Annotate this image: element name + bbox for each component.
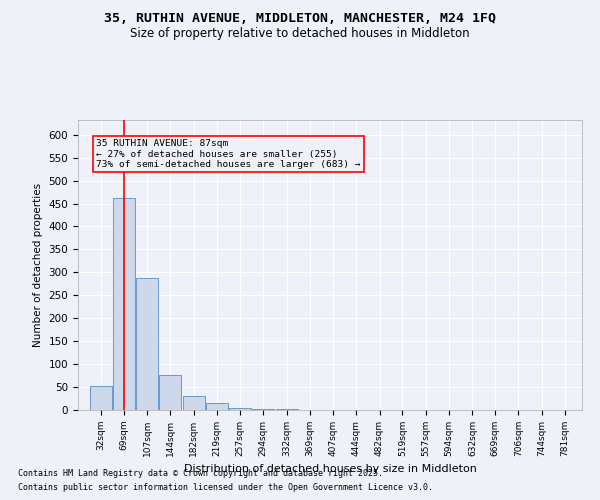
Text: Size of property relative to detached houses in Middleton: Size of property relative to detached ho…: [130, 28, 470, 40]
Text: 35, RUTHIN AVENUE, MIDDLETON, MANCHESTER, M24 1FQ: 35, RUTHIN AVENUE, MIDDLETON, MANCHESTER…: [104, 12, 496, 26]
Bar: [275, 409, 298, 410]
Text: 35 RUTHIN AVENUE: 87sqm
← 27% of detached houses are smaller (255)
73% of semi-d: 35 RUTHIN AVENUE: 87sqm ← 27% of detache…: [97, 140, 361, 169]
Bar: [206, 403, 228, 410]
Bar: [90, 386, 112, 410]
Bar: [182, 396, 205, 410]
Bar: [136, 278, 158, 410]
Bar: [159, 375, 181, 410]
Bar: [113, 198, 135, 410]
Text: Contains public sector information licensed under the Open Government Licence v3: Contains public sector information licen…: [18, 484, 433, 492]
Y-axis label: Number of detached properties: Number of detached properties: [33, 183, 43, 347]
X-axis label: Distribution of detached houses by size in Middleton: Distribution of detached houses by size …: [184, 464, 476, 474]
Text: Contains HM Land Registry data © Crown copyright and database right 2025.: Contains HM Land Registry data © Crown c…: [18, 468, 383, 477]
Bar: [229, 408, 251, 410]
Bar: [252, 408, 274, 410]
